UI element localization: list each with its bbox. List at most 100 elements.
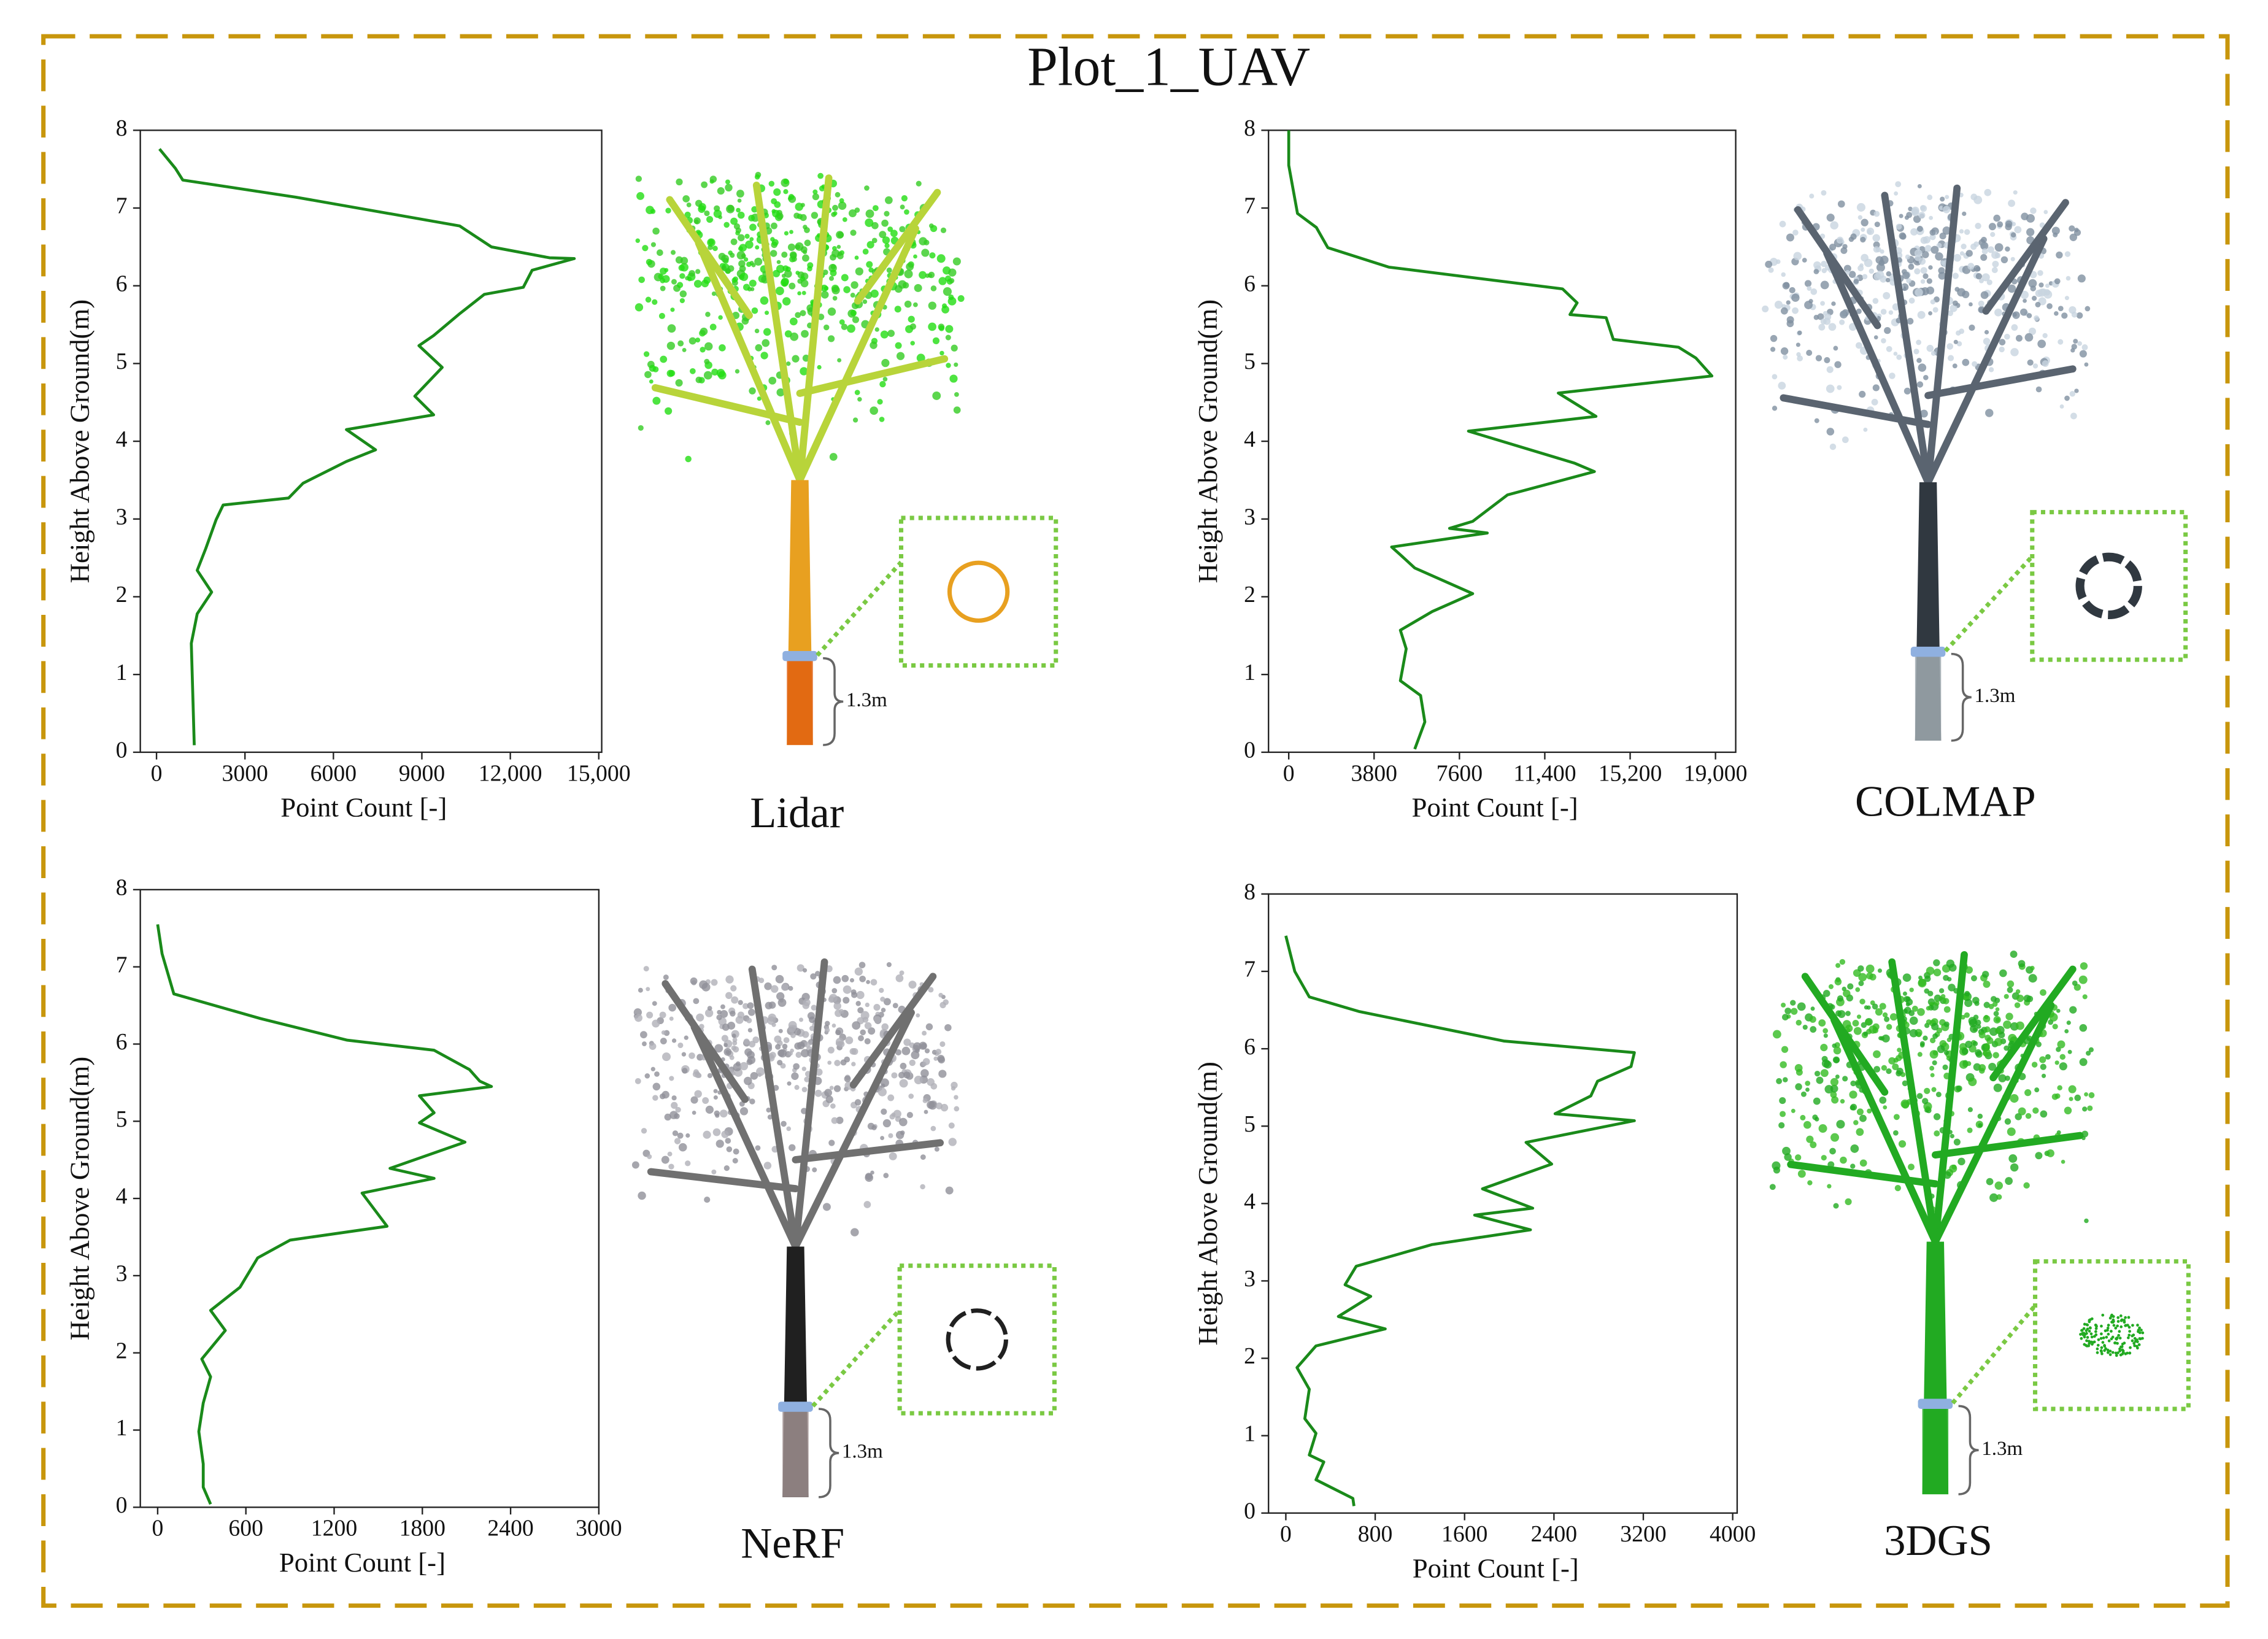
canopy-point: [1947, 310, 1954, 317]
canopy-point: [1902, 1080, 1908, 1087]
canopy-point: [725, 992, 733, 1000]
canopy-point: [1781, 1014, 1789, 1020]
canopy-point: [1783, 1077, 1788, 1082]
canopy-point: [770, 250, 777, 257]
canopy-point: [638, 276, 645, 283]
canopy-point: [2088, 1092, 2095, 1098]
canopy-point: [739, 1107, 749, 1116]
x-tick-label: 0: [1283, 760, 1295, 786]
canopy-point: [1775, 259, 1781, 264]
x-tick-label: 9000: [399, 760, 445, 786]
canopy-point: [732, 1037, 738, 1043]
canopy-point: [2059, 1062, 2067, 1071]
inset-leader: [811, 1308, 901, 1408]
canopy-point: [783, 1037, 790, 1043]
canopy-point: [696, 1013, 704, 1022]
canopy-point: [1769, 1184, 1776, 1190]
inset-point: [2085, 1329, 2088, 1332]
canopy-point: [716, 1140, 724, 1148]
canopy-point: [1953, 253, 1962, 262]
canopy-point: [1866, 1005, 1871, 1010]
canopy-point: [767, 1114, 773, 1120]
canopy-point: [2058, 339, 2064, 345]
canopy-point: [725, 1138, 731, 1144]
canopy-point: [660, 355, 668, 363]
canopy-point: [647, 1154, 652, 1159]
canopy-point: [784, 231, 789, 236]
canopy-point: [662, 275, 670, 283]
canopy-point: [2074, 388, 2079, 393]
canopy-point: [942, 303, 947, 309]
canopy-point: [749, 279, 757, 287]
canopy-point: [2079, 350, 2087, 358]
canopy-point: [2084, 1092, 2089, 1097]
canopy-point: [1804, 280, 1812, 287]
canopy-point: [702, 1097, 709, 1105]
canopy-point: [2070, 412, 2077, 420]
height-brace: [1958, 1405, 1979, 1495]
canopy-point: [2013, 190, 2018, 195]
inset-point: [2106, 1326, 2110, 1330]
canopy-point: [1975, 272, 1983, 280]
method-label: COLMAP: [1855, 777, 2036, 825]
canopy-point: [694, 1090, 702, 1098]
canopy-point: [730, 217, 738, 225]
canopy-point: [1837, 385, 1842, 390]
canopy-point: [693, 280, 702, 288]
canopy-point: [747, 1055, 756, 1065]
canopy-point: [885, 196, 893, 204]
canopy-point: [1930, 1073, 1935, 1078]
canopy-point: [802, 254, 809, 262]
canopy-point: [2056, 251, 2063, 259]
canopy-point: [839, 198, 844, 203]
canopy-point: [1878, 260, 1885, 266]
canopy-point: [1943, 998, 1950, 1005]
canopy-point: [833, 211, 838, 216]
canopy-point: [638, 987, 643, 993]
cut-band: [782, 650, 817, 661]
canopy-point: [2004, 333, 2010, 340]
canopy-point: [741, 253, 746, 259]
canopy-point: [685, 1160, 691, 1167]
canopy-point: [675, 256, 683, 264]
stem-ring: [947, 560, 1010, 623]
canopy-point: [954, 1095, 958, 1100]
canopy-point: [1946, 977, 1952, 982]
canopy-point: [2028, 279, 2037, 288]
canopy-point: [2023, 298, 2027, 303]
canopy-point: [722, 265, 727, 271]
height-annotation: 1.3m: [1975, 685, 2016, 707]
x-tick-label: 11,400: [1513, 760, 1576, 786]
y-tick-label: 2: [1244, 1343, 1256, 1369]
canopy-point: [773, 188, 781, 196]
canopy-point: [650, 242, 656, 247]
inset-point: [2118, 1330, 2121, 1333]
canopy-point: [649, 379, 654, 384]
x-tick-label: 600: [228, 1516, 263, 1541]
canopy-point: [1952, 272, 1959, 279]
inset-point: [2141, 1331, 2145, 1335]
canopy-point: [664, 1113, 671, 1121]
canopy-point: [944, 1024, 952, 1032]
canopy-point: [866, 980, 870, 984]
canopy-point: [685, 455, 692, 463]
canopy-point: [2054, 1093, 2061, 1099]
canopy-point: [888, 1133, 893, 1138]
canopy-point: [1898, 1140, 1907, 1148]
canopy-point: [642, 1041, 647, 1046]
canopy-point: [1886, 345, 1892, 352]
canopy-point: [1780, 1061, 1787, 1068]
canopy-point: [797, 291, 801, 296]
inset-point: [2102, 1336, 2105, 1340]
canopy-point: [2026, 995, 2034, 1003]
canopy-point: [2042, 1073, 2046, 1078]
canopy-point: [723, 222, 730, 228]
canopy-point: [1881, 337, 1886, 344]
canopy-point: [924, 239, 930, 245]
canopy-point: [910, 341, 915, 346]
canopy-point: [703, 276, 711, 284]
canopy-point: [864, 1038, 871, 1044]
branch: [1787, 1160, 1939, 1188]
canopy-point: [1923, 374, 1929, 380]
inset-point: [2085, 1339, 2088, 1343]
